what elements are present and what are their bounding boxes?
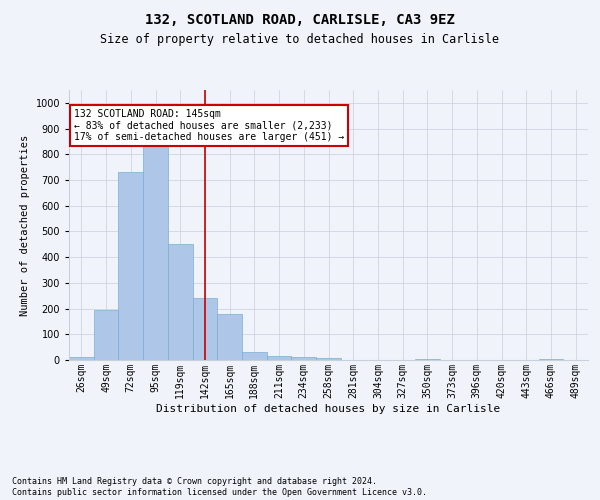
- Bar: [193, 298, 217, 360]
- Bar: [217, 314, 242, 360]
- Text: 132, SCOTLAND ROAD, CARLISLE, CA3 9EZ: 132, SCOTLAND ROAD, CARLISLE, CA3 9EZ: [145, 12, 455, 26]
- Text: Contains HM Land Registry data © Crown copyright and database right 2024.
Contai: Contains HM Land Registry data © Crown c…: [12, 478, 427, 497]
- Bar: [168, 244, 193, 360]
- Y-axis label: Number of detached properties: Number of detached properties: [20, 134, 30, 316]
- Bar: [69, 357, 94, 360]
- Bar: [94, 310, 118, 360]
- X-axis label: Distribution of detached houses by size in Carlisle: Distribution of detached houses by size …: [157, 404, 500, 413]
- Bar: [242, 352, 267, 360]
- Bar: [267, 356, 292, 360]
- Bar: [118, 172, 143, 360]
- Text: Size of property relative to detached houses in Carlisle: Size of property relative to detached ho…: [101, 32, 499, 46]
- Bar: [316, 358, 341, 360]
- Bar: [539, 359, 563, 360]
- Bar: [143, 146, 168, 360]
- Bar: [292, 356, 316, 360]
- Bar: [415, 358, 440, 360]
- Text: 132 SCOTLAND ROAD: 145sqm
← 83% of detached houses are smaller (2,233)
17% of se: 132 SCOTLAND ROAD: 145sqm ← 83% of detac…: [74, 109, 344, 142]
